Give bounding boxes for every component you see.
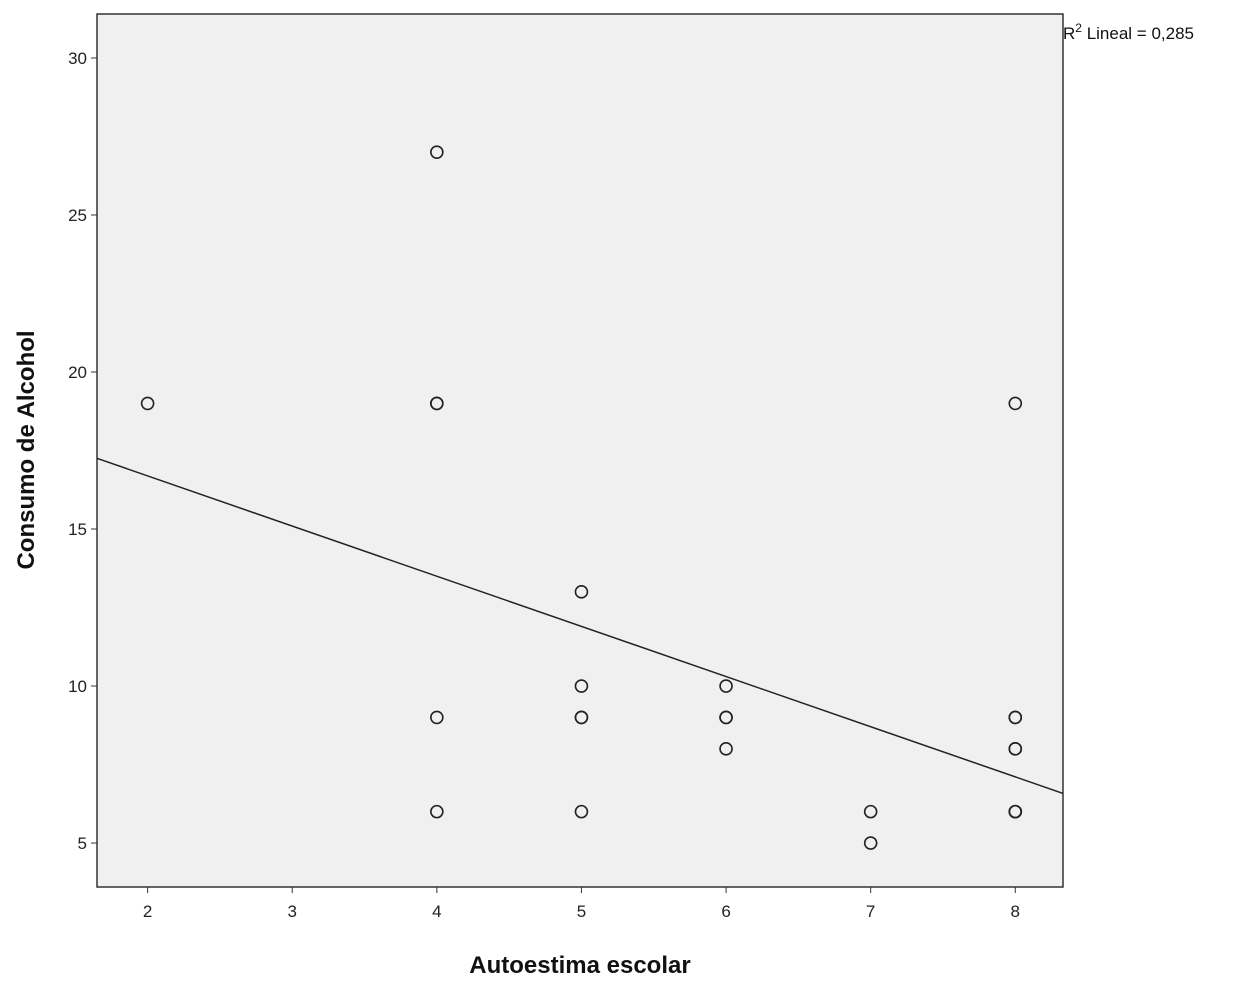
data-point [1008, 804, 1023, 819]
x-tick-label: 8 [1011, 902, 1020, 921]
x-tick-label: 7 [866, 902, 875, 921]
annotation-text: Lineal = 0,285 [1082, 24, 1194, 43]
data-point [430, 145, 444, 159]
y-tick-label: 20 [68, 363, 87, 382]
x-tick-label: 4 [432, 902, 441, 921]
y-axis-title: Consumo de Alcohol [13, 330, 40, 569]
data-point [430, 710, 444, 725]
data-point [140, 396, 155, 411]
data-point [1008, 742, 1023, 756]
data-points [140, 145, 1023, 850]
y-tick-label: 10 [68, 677, 87, 696]
y-tick-label: 30 [68, 49, 87, 68]
data-point [863, 804, 878, 819]
data-point [574, 679, 589, 693]
y-axis-ticks: 5 10 15 20 25 30 [68, 49, 97, 853]
data-point [574, 585, 589, 599]
data-point [719, 679, 733, 693]
y-tick-label: 15 [68, 520, 87, 539]
data-point [574, 804, 589, 819]
y-tick-label: 5 [78, 834, 87, 853]
data-point [1008, 710, 1023, 725]
y-tick-label: 25 [68, 206, 87, 225]
data-point [863, 836, 878, 850]
data-point [574, 710, 589, 725]
annotation-superscript: 2 [1075, 21, 1082, 35]
x-axis-title: Autoestima escolar [469, 952, 690, 979]
data-point [719, 710, 733, 725]
data-point [1008, 396, 1023, 411]
x-tick-label: 6 [721, 902, 730, 921]
plot-area [96, 13, 1064, 888]
data-point [719, 742, 733, 756]
annotation-prefix: R [1063, 24, 1075, 43]
regression-line [96, 457, 1064, 795]
x-axis-ticks: 2 3 4 5 6 7 8 [143, 887, 1020, 921]
x-tick-label: 5 [577, 902, 586, 921]
x-tick-label: 2 [143, 902, 152, 921]
data-point [430, 804, 444, 819]
r-squared-annotation: R2 Lineal = 0,285 [1063, 21, 1194, 43]
data-point [430, 396, 444, 411]
x-tick-label: 3 [287, 902, 296, 921]
